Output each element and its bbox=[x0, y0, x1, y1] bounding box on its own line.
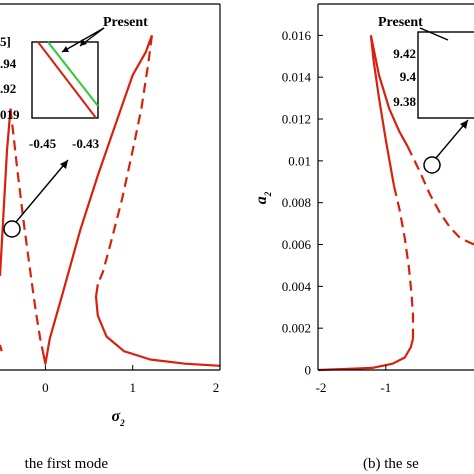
chart-a-zoom-circle bbox=[3, 220, 21, 238]
chart-panel-a: 0 1 2 σ2 5] .94 .92 019 -0.45 -0.43 Presen… bbox=[0, 3, 221, 472]
chart-b-y-tick-label: 0.008 bbox=[282, 195, 311, 210]
chart-a-series-line-1 bbox=[0, 108, 12, 276]
chart-panel-b: 0 0.002 0.004 0.006 0.008 0.01 0.012 0.014 0.016… bbox=[253, 3, 474, 472]
chart-a-plot-area bbox=[0, 35, 221, 367]
chart-a-inset-xtick-1: -0.45 bbox=[29, 136, 57, 151]
chart-a-x-tick-label: 1 bbox=[129, 380, 136, 395]
chart-a-series-line-3 bbox=[41, 35, 153, 365]
chart-b-y-tick-label: 0.004 bbox=[282, 279, 312, 294]
chart-a-x-tick-label: 0 bbox=[42, 380, 49, 395]
chart-b-series-line-4 bbox=[369, 35, 409, 147]
chart-b-y-tick-label: 0.002 bbox=[282, 321, 311, 336]
chart-b-inset-label-3: 9.38 bbox=[393, 94, 416, 109]
chart-a-series-line-4 bbox=[96, 35, 153, 285]
chart-b-present-arrow bbox=[419, 27, 449, 41]
chart-b-y-axis-label: a2 bbox=[253, 191, 273, 204]
chart-b-plot-area bbox=[317, 35, 474, 372]
chart-a-inset-label-4: 019 bbox=[0, 107, 20, 122]
chart-b-x-tick-label: -1 bbox=[380, 380, 391, 395]
chart-a-present-arrowhead-2 bbox=[62, 46, 69, 52]
chart-a-inset-red-line bbox=[37, 41, 97, 119]
chart-b-series-line-3 bbox=[369, 35, 396, 187]
chart-b-y-tick-label: 0.014 bbox=[282, 70, 312, 85]
chart-b-zoom-pointer bbox=[435, 119, 469, 159]
chart-a-series-line-6 bbox=[0, 344, 3, 352]
chart-a-inset-green-line bbox=[47, 41, 99, 107]
chart-b-zoom-arrowhead bbox=[460, 120, 468, 129]
chart-b-x-ticks: -2 -1 bbox=[316, 365, 391, 395]
chart-a-x-tick-label: 2 bbox=[213, 380, 220, 395]
chart-b-present-label: Present bbox=[378, 15, 423, 30]
chart-b-y-tick-label: 0.006 bbox=[282, 237, 312, 252]
chart-a-series-line-5 bbox=[94, 284, 221, 367]
chart-a-x-axis-label: σ2 bbox=[111, 408, 125, 428]
chart-b-x-tick-label: -2 bbox=[316, 380, 327, 395]
chart-a-x-ticks: 0 1 2 bbox=[42, 365, 221, 395]
chart-b-y-tick-label: 0.012 bbox=[282, 112, 311, 127]
chart-a-zoom-arrowhead bbox=[60, 160, 68, 169]
chart-b-y-tick-label: 0.016 bbox=[282, 28, 312, 43]
chart-a-inset-label-1: 5] bbox=[0, 34, 11, 49]
chart-b-series-line-1 bbox=[317, 338, 415, 372]
chart-b-inset-label-2: 9.4 bbox=[400, 69, 417, 84]
chart-a-caption: the first mode bbox=[25, 456, 109, 472]
chart-a-inset-label-2: .94 bbox=[0, 56, 17, 71]
chart-b-inset-box bbox=[417, 31, 474, 119]
chart-a-inset-label-3: .92 bbox=[0, 81, 16, 96]
chart-b-inset-label-1: 9.42 bbox=[393, 46, 416, 61]
chart-a-series-line-2 bbox=[9, 108, 44, 352]
chart-b-series-line-2 bbox=[392, 185, 415, 339]
chart-a-present-label: Present bbox=[103, 15, 148, 30]
chart-b-y-ticks: 0 0.002 0.004 0.006 0.008 0.01 0.012 0.014 0.016 bbox=[282, 28, 323, 378]
chart-b-y-tick-label: 0 bbox=[305, 363, 312, 378]
chart-b-caption: (b) the se bbox=[363, 456, 419, 472]
chart-b-series-line-5 bbox=[406, 145, 474, 246]
chart-b-y-tick-label: 0.01 bbox=[288, 153, 311, 168]
chart-b-zoom-circle bbox=[423, 156, 441, 174]
chart-a-present-arrow-2 bbox=[61, 27, 105, 53]
chart-a-inset-xtick-2: -0.43 bbox=[72, 136, 100, 151]
chart-a-zoom-pointer bbox=[15, 159, 69, 223]
